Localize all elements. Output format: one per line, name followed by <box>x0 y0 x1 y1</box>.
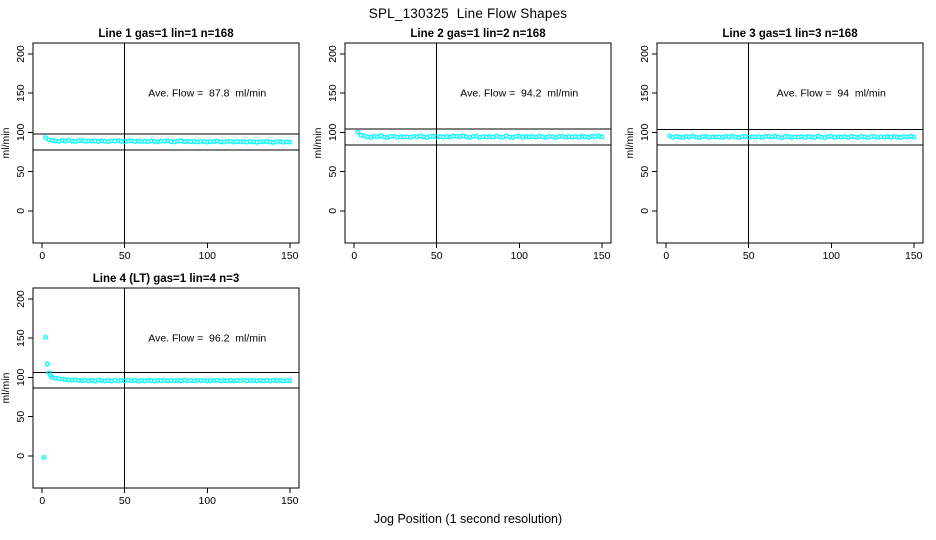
data-point <box>911 134 917 140</box>
y-tick-label: 200 <box>15 45 27 63</box>
y-tick-label: 0 <box>15 453 27 459</box>
y-axis-title: ml/min <box>0 372 12 403</box>
x-tick-label: 0 <box>39 250 45 262</box>
figure-title: SPL_130325 Line Flow Shapes <box>368 6 568 21</box>
x-tick-label: 100 <box>198 495 216 507</box>
y-tick-label: 100 <box>15 368 27 386</box>
x-tick-label: 50 <box>119 250 131 262</box>
y-axis-title: ml/min <box>312 127 324 158</box>
x-tick-label: 50 <box>431 250 443 262</box>
x-tick-label: 0 <box>351 250 357 262</box>
y-tick-label: 200 <box>327 45 339 63</box>
y-tick-label: 150 <box>15 84 27 102</box>
data-point <box>41 454 47 460</box>
y-tick-label: 50 <box>15 166 27 178</box>
y-tick-label: 100 <box>15 123 27 141</box>
y-tick-label: 100 <box>327 123 339 141</box>
panel-line-2: 0 50 100 150 0 50 100 150 200 ml/min Line 2 gas=1 … <box>312 28 612 262</box>
data-point <box>43 135 48 141</box>
y-tick-label: 200 <box>639 45 651 63</box>
panel-line-1: 0 50 100 150 0 50 100 150 200 ml/min Line 1 gas=1 … <box>0 28 300 262</box>
y-tick-label: 50 <box>639 166 651 178</box>
y-tick-label: 150 <box>639 84 651 102</box>
ave-flow-annotation: Ave. Flow = 94 ml/min <box>777 88 886 100</box>
data-point <box>355 129 360 135</box>
data-point <box>599 134 605 140</box>
plot-box <box>344 42 612 244</box>
x-tick-label: 150 <box>593 250 611 262</box>
data-point <box>287 378 293 384</box>
plot-box <box>32 42 300 244</box>
data-point <box>43 334 48 340</box>
y-tick-label: 100 <box>639 123 651 141</box>
x-tick-label: 50 <box>119 495 131 507</box>
ave-flow-annotation: Ave. Flow = 87.8 ml/min <box>148 88 266 100</box>
x-tick-label: 50 <box>743 250 755 262</box>
y-tick-label: 0 <box>327 208 339 214</box>
x-tick-label: 150 <box>281 495 299 507</box>
x-tick-label: 100 <box>822 250 840 262</box>
panel-title: Line 2 gas=1 lin=2 n=168 <box>410 28 546 40</box>
y-tick-label: 0 <box>15 208 27 214</box>
panel-line-3: 0 50 100 150 0 50 100 150 200 ml/min Line 3 gas=1 … <box>624 28 924 262</box>
y-axis-title: ml/min <box>0 127 12 158</box>
x-tick-label: 100 <box>198 250 216 262</box>
y-axis-title: ml/min <box>624 127 636 158</box>
x-tick-label: 0 <box>39 495 45 507</box>
plot-box <box>32 287 300 489</box>
ave-flow-annotation: Ave. Flow = 94.2 ml/min <box>460 88 578 100</box>
x-tick-label: 150 <box>281 250 299 262</box>
panel-title: Line 1 gas=1 lin=1 n=168 <box>98 28 234 40</box>
y-tick-label: 150 <box>327 84 339 102</box>
y-tick-label: 50 <box>327 166 339 178</box>
y-tick-label: 150 <box>15 329 27 347</box>
ave-flow-annotation: Ave. Flow = 96.2 ml/min <box>148 333 266 345</box>
x-tick-label: 100 <box>510 250 528 262</box>
data-point <box>44 361 50 367</box>
y-tick-label: 0 <box>639 208 651 214</box>
y-tick-label: 50 <box>15 411 27 423</box>
plot-box <box>656 42 924 244</box>
x-tick-label: 150 <box>905 250 923 262</box>
y-tick-label: 200 <box>15 290 27 308</box>
panel-title: Line 3 gas=1 lin=3 n=168 <box>722 28 858 40</box>
panel-title: Line 4 (LT) gas=1 lin=4 n=3 <box>93 273 239 285</box>
x-axis-label: Jog Position (1 second resolution) <box>373 512 563 526</box>
data-point <box>287 139 293 145</box>
panel-line-4: 0 50 100 150 0 50 100 150 200 ml/min Line 4 (LT) g… <box>0 273 300 507</box>
x-tick-label: 0 <box>663 250 669 262</box>
